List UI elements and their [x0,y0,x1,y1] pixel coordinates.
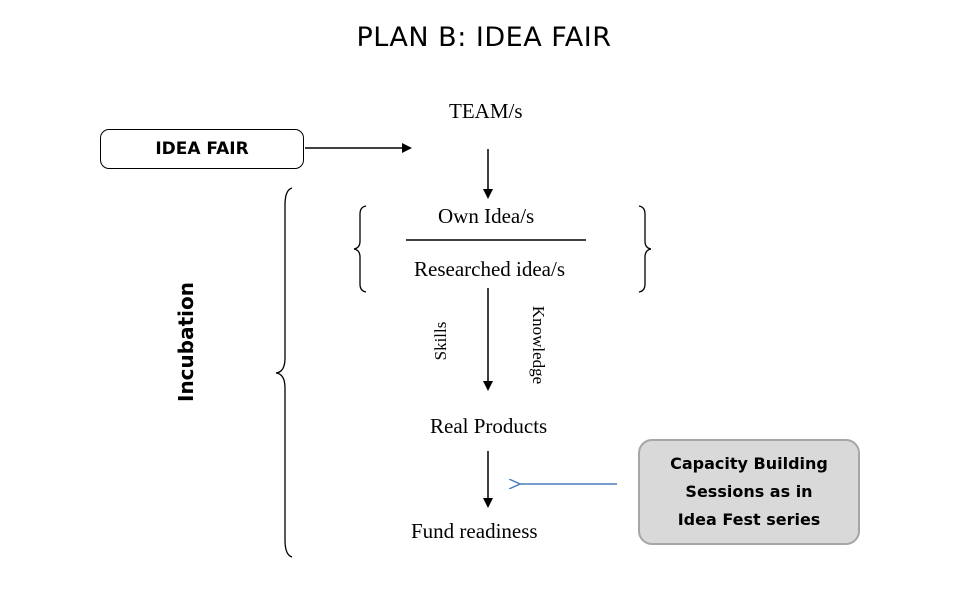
page-title: PLAN B: IDEA FAIR [356,22,612,53]
node-real-products: Real Products [430,414,548,438]
idea-fair-label: IDEA FAIR [155,139,249,159]
capacity-line-3: Idea Fest series [677,510,821,529]
capacity-building-box: Capacity Building Sessions as in Idea Fe… [638,439,860,545]
node-own-idea: Own Idea/s [438,204,535,228]
node-researched-idea: Researched idea/s [414,257,566,281]
node-team: TEAM/s [449,99,523,123]
idea-left-brace [353,205,367,293]
idea-fair-box: IDEA FAIR [100,129,304,169]
capacity-line-1: Capacity Building [670,454,828,473]
incubation-brace [275,187,293,558]
idea-right-brace [638,205,652,293]
node-fund-readiness: Fund readiness [411,519,538,543]
capacity-line-2: Sessions as in [685,482,813,501]
